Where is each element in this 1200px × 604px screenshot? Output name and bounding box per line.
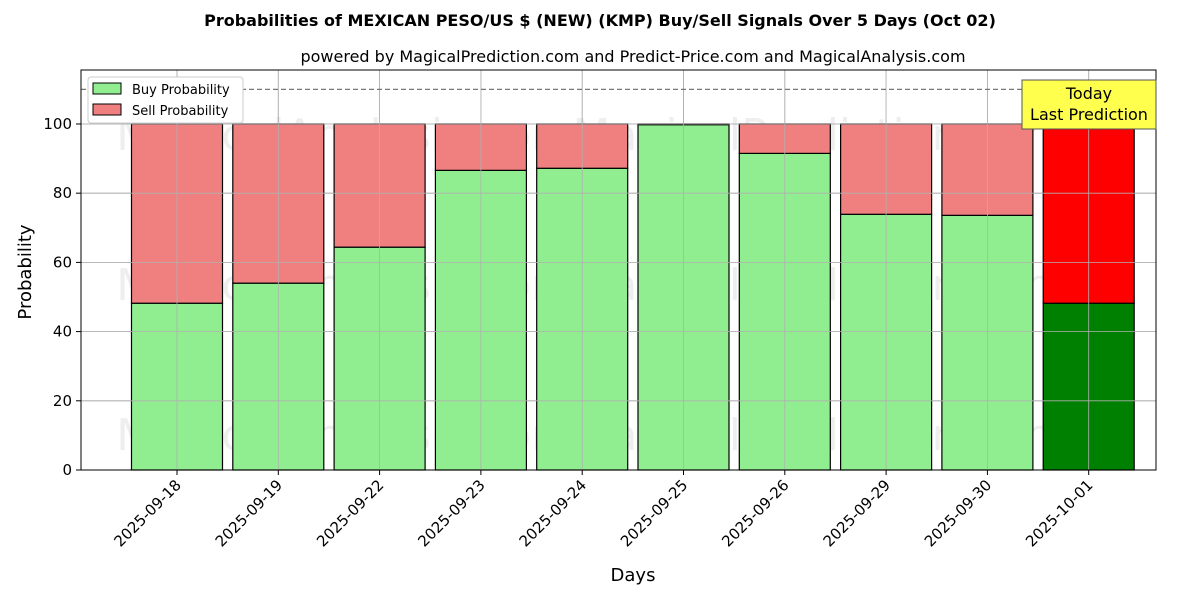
y-tick-label: 0 [62,461,72,479]
chart-title: Probabilities of MEXICAN PESO/US $ (NEW)… [204,11,996,30]
y-axis-label: Probability [15,224,36,319]
legend-label-sell: Sell Probability [132,104,229,119]
chart-subtitle: powered by MagicalPrediction.com and Pre… [300,47,965,66]
annotation-line2: Last Prediction [1030,105,1148,124]
y-tick-label: 20 [53,392,72,410]
legend: Buy Probability Sell Probability [87,76,244,124]
x-tick-label: 2025-09-18 [110,476,184,550]
bars [81,70,1156,471]
y-tick-label: 60 [53,253,72,271]
x-tick-label: 2025-09-29 [820,476,894,550]
x-tick-label: 2025-09-23 [414,476,488,550]
x-tick-label: 2025-09-30 [921,476,995,550]
plot-frame [80,69,1157,471]
y-tick-label: 80 [53,184,72,202]
y-tick-label: 100 [43,115,72,133]
legend-swatch-sell [92,103,122,116]
x-tick-label: 2025-09-19 [212,476,286,550]
annotation-line1: Today [1065,84,1112,103]
x-tick-label: 2025-09-24 [516,476,590,550]
y-tick-label: 40 [53,323,72,341]
today-annotation: Today Last Prediction [1021,79,1157,130]
legend-swatch-buy [92,82,122,95]
x-tick-label: 2025-09-25 [617,476,691,550]
x-axis-label: Days [611,565,656,586]
x-tick-label: 2025-10-01 [1022,476,1096,550]
x-tick-label: 2025-09-22 [313,476,387,550]
legend-label-buy: Buy Probability [132,83,230,98]
x-tick-label: 2025-09-26 [718,476,792,550]
